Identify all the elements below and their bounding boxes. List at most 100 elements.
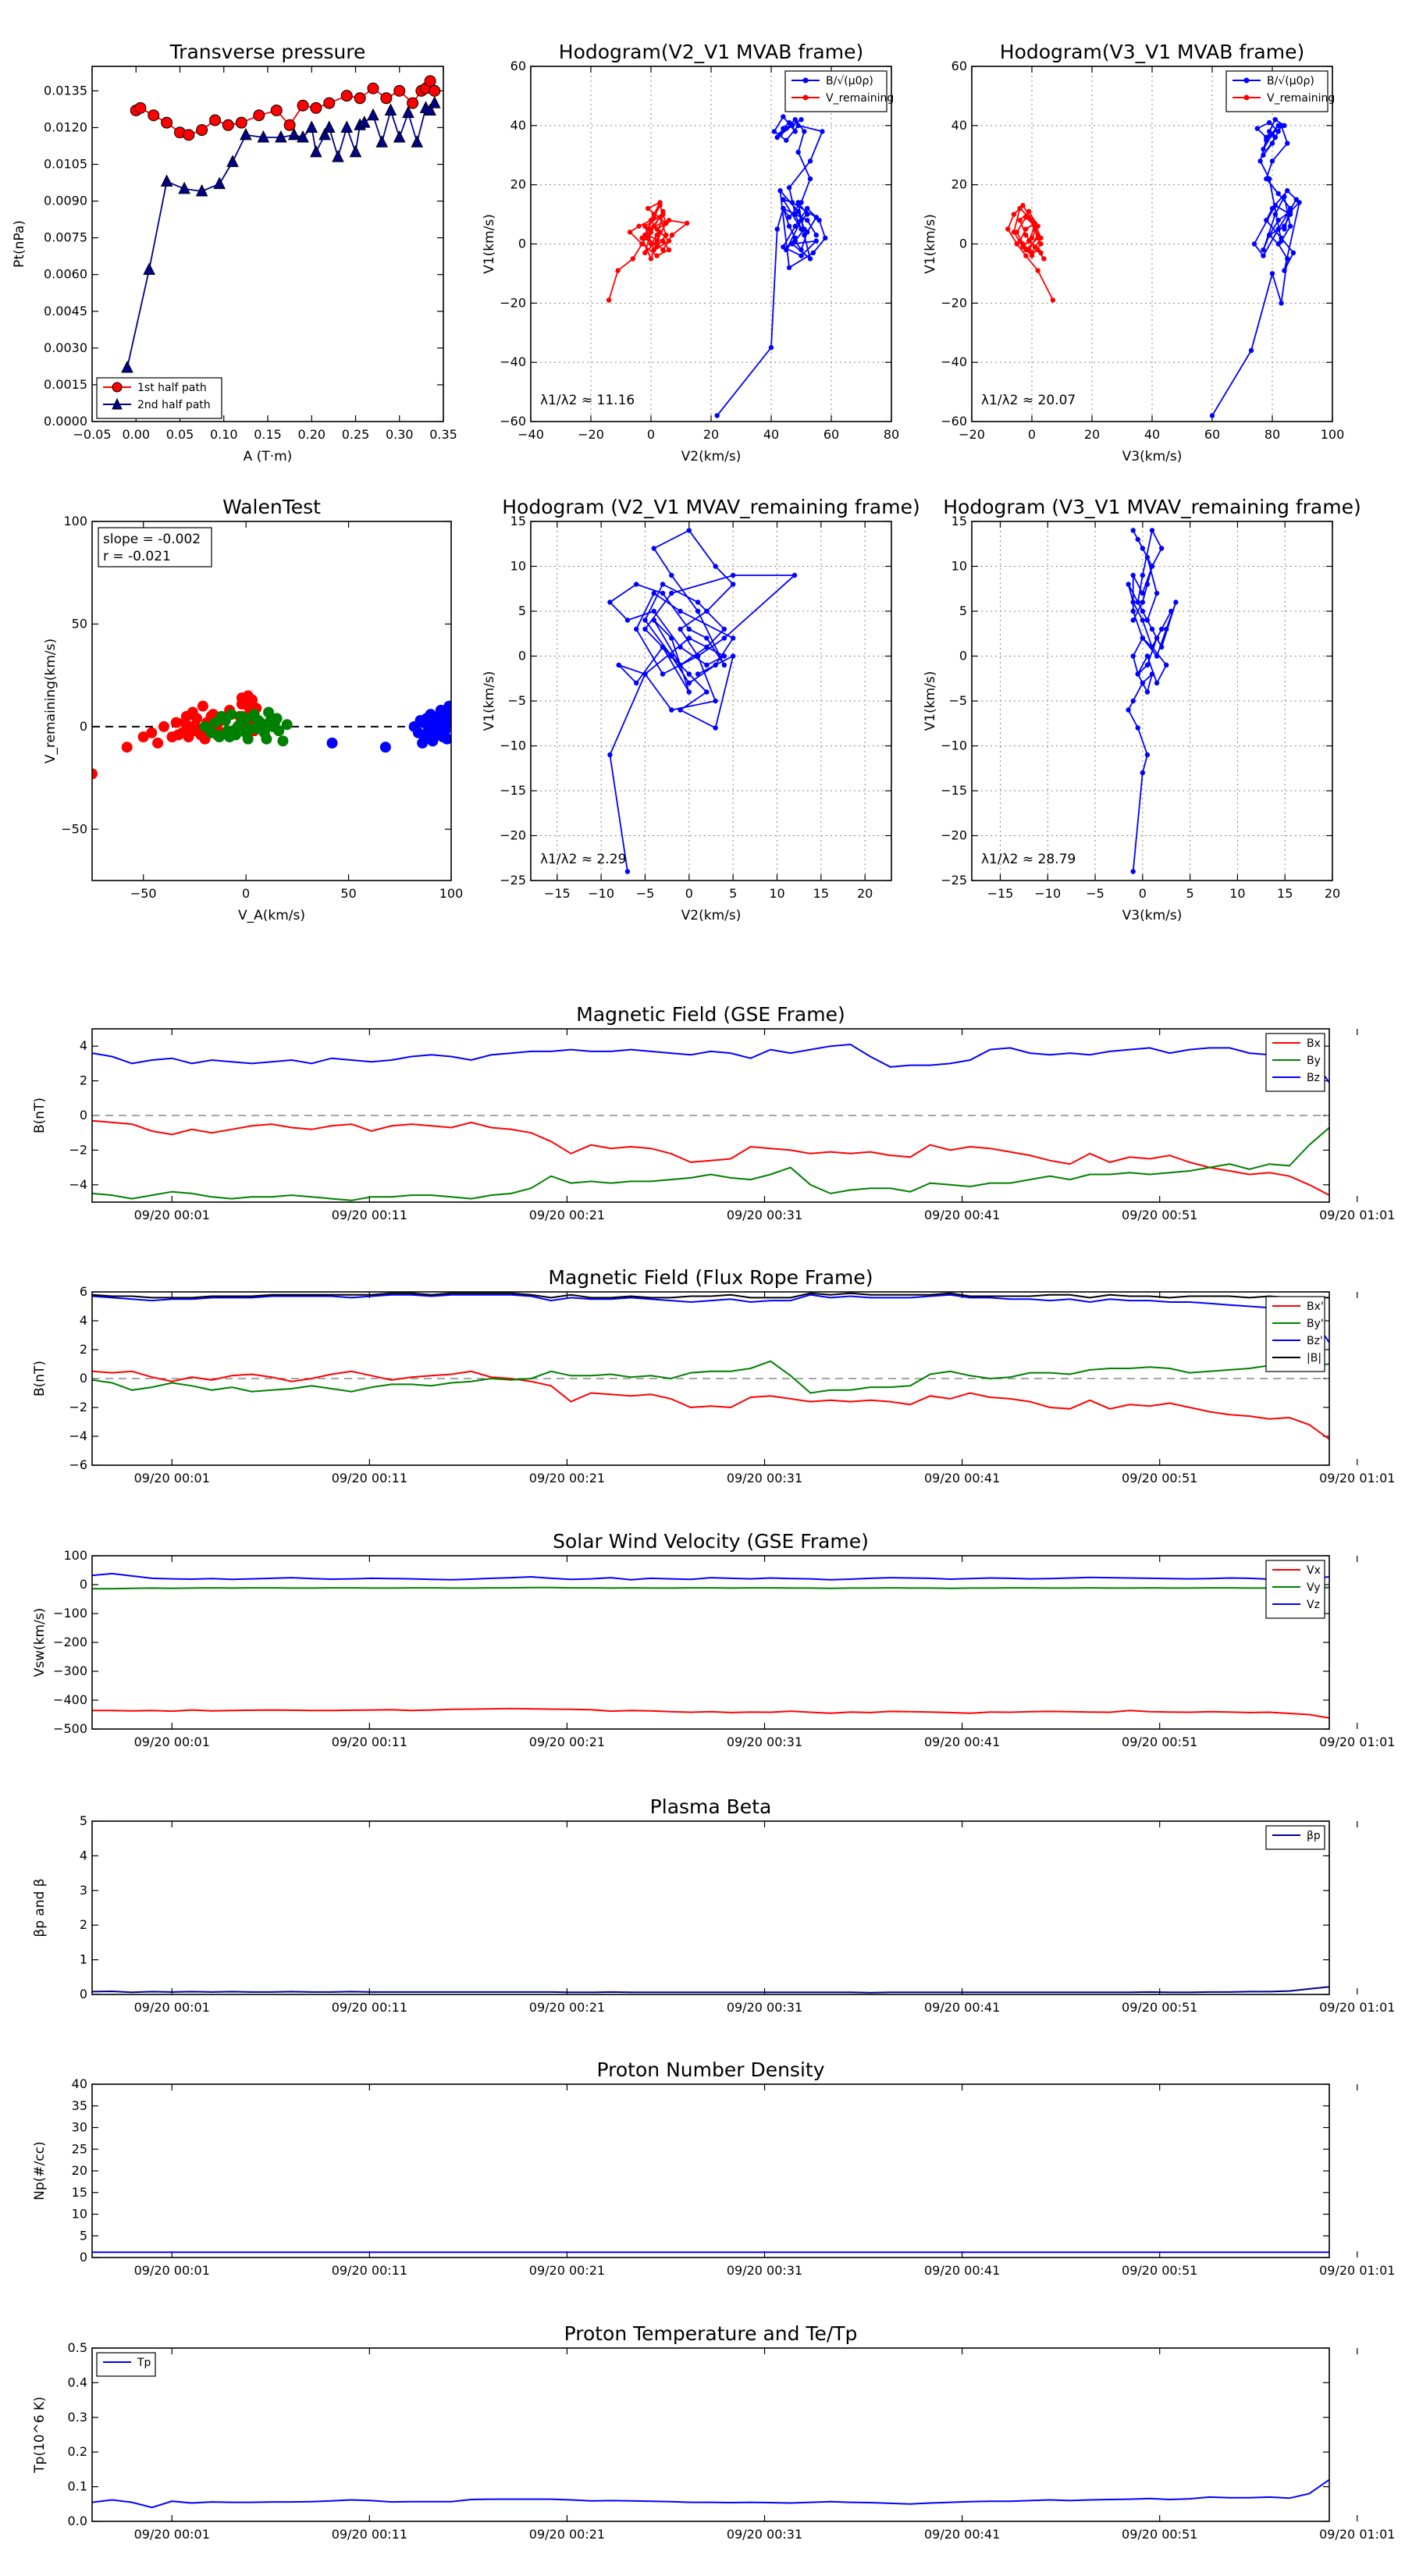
- data-point: [686, 680, 692, 686]
- y-axis-label: V1(km/s): [482, 214, 497, 274]
- y-tick-label: −5: [948, 693, 967, 708]
- legend-label: V_remaining: [826, 92, 894, 105]
- y-tick-label: 0.0120: [44, 119, 87, 134]
- y-tick-label: 4: [80, 1848, 87, 1863]
- data-point: [730, 653, 736, 659]
- x-axis-label: V3(km/s): [1122, 908, 1183, 923]
- data-point: [1017, 205, 1023, 212]
- x-tick-label: 10: [769, 886, 784, 901]
- data-point: [1011, 229, 1017, 235]
- data-point: [786, 185, 792, 190]
- legend-marker: [112, 382, 123, 393]
- y-tick-label: 40: [72, 2076, 87, 2091]
- x-tick-label: 09/20 00:51: [1122, 2263, 1197, 2278]
- x-tick-label: 09/20 00:41: [924, 1471, 1000, 1485]
- x-tick-label: 09/20 00:51: [1122, 2527, 1197, 2542]
- y-tick-label: 0.1: [68, 2479, 87, 2494]
- y-tick-label: 40: [510, 118, 526, 133]
- y-tick-label: 0.5: [68, 2340, 87, 2355]
- data-point: [634, 582, 639, 587]
- x-tick-label: 09/20 00:41: [924, 1208, 1000, 1222]
- data-point: [624, 617, 631, 623]
- data-point: [253, 109, 265, 122]
- data-point: [781, 205, 786, 212]
- data-point: [152, 737, 164, 749]
- data-layer: [92, 1572, 1329, 1719]
- data-point: [1282, 268, 1287, 273]
- data-point: [1168, 608, 1174, 614]
- data-point: [789, 200, 795, 205]
- chart-np: 09/20 00:01 09/20 00:11 09/20 00:21 09/20 0…: [32, 2058, 1395, 2278]
- data-point: [1290, 250, 1297, 256]
- data-point: [1023, 226, 1029, 232]
- data-point: [1140, 770, 1146, 776]
- data-point: [704, 608, 710, 614]
- data-point: [660, 247, 666, 253]
- x-tick-label: 09/20 00:11: [332, 2527, 407, 2542]
- y-tick-label: −300: [53, 1663, 87, 1678]
- data-point: [786, 223, 792, 229]
- data-point: [187, 706, 198, 718]
- data-point: [651, 546, 656, 551]
- x-tick-label: 5: [729, 886, 737, 901]
- data-point: [1282, 194, 1287, 200]
- y-tick-label: −4: [69, 1429, 87, 1443]
- annotation-text: λ1/λ2 ≈ 28.79: [981, 852, 1076, 867]
- data-point: [232, 720, 244, 732]
- y-tick-label: 0: [80, 1108, 87, 1123]
- data-point: [636, 223, 642, 229]
- data-point: [1275, 190, 1281, 197]
- data-point: [642, 617, 648, 623]
- x-tick-label: 09/20 01:01: [1319, 2527, 1395, 2542]
- plot-frame: [91, 1028, 1330, 1203]
- data-point: [669, 707, 674, 713]
- chart-walen: −50 0 50 100 −50 0 50 100 WalenTest V_A(km/s) V_re…: [43, 496, 463, 923]
- data-point: [305, 120, 318, 133]
- legend-label: 2nd half path: [137, 399, 211, 411]
- chart-mag_gse: 09/20 00:01 09/20 00:11 09/20 00:21 09/20 0…: [32, 1003, 1395, 1222]
- data-point: [428, 95, 441, 109]
- plot-frame: [91, 1555, 1330, 1730]
- data-point: [789, 123, 795, 129]
- legend-label: Bx: [1307, 1037, 1321, 1050]
- data-point: [357, 116, 371, 128]
- x-tick-label: 09/20 00:31: [727, 2527, 802, 2542]
- y-tick-label: 1: [80, 1952, 87, 1967]
- data-point: [666, 247, 672, 253]
- legend-marker: [1243, 94, 1250, 101]
- x-tick-label: 09/20 01:01: [1319, 1471, 1395, 1485]
- x-axis-label: V3(km/s): [1122, 449, 1183, 464]
- data-point: [810, 250, 816, 256]
- x-tick-label: 09/20 00:01: [134, 2000, 210, 2015]
- data-point: [669, 232, 675, 238]
- x-axis-label: V2(km/s): [681, 908, 742, 923]
- data-point: [215, 710, 227, 722]
- data-point: [380, 92, 393, 105]
- data-point: [1130, 653, 1136, 659]
- y-tick-label: 15: [72, 2185, 87, 2200]
- data-point: [1026, 238, 1032, 244]
- data-point: [642, 223, 648, 229]
- data-point: [439, 725, 451, 737]
- x-tick-label: 20: [1325, 886, 1340, 901]
- data-point: [695, 608, 701, 614]
- data-point: [1032, 223, 1038, 229]
- data-point: [209, 114, 221, 126]
- series-line-0: [1211, 118, 1301, 416]
- y-tick-label: 100: [63, 1548, 87, 1563]
- data-point: [685, 220, 690, 226]
- x-tick-label: 100: [439, 886, 464, 901]
- y-axis-label: βp and β: [32, 1878, 48, 1937]
- plot-frame: [91, 2347, 1330, 2522]
- x-tick-label: 09/20 00:41: [924, 2527, 1000, 2542]
- data-point: [1023, 232, 1029, 238]
- data-point: [1149, 644, 1155, 650]
- data-point: [721, 635, 727, 641]
- data-point: [240, 727, 252, 738]
- data-point: [1251, 241, 1257, 247]
- data-point: [645, 205, 651, 212]
- legend-label: By': [1307, 1318, 1324, 1330]
- data-point: [660, 582, 666, 587]
- x-tick-label: 09/20 00:01: [134, 1735, 210, 1749]
- y-tick-label: 20: [510, 177, 526, 192]
